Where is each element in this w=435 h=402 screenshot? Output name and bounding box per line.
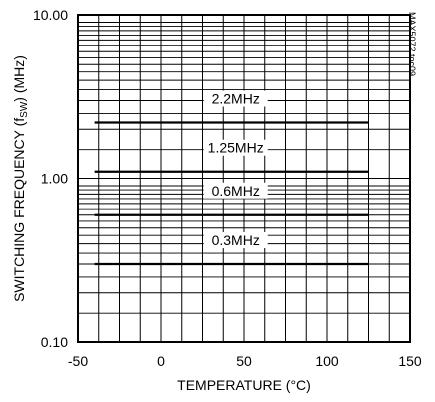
y-axis-label: SWITCHING FREQUENCY (fSW) (MHz) [11, 55, 30, 302]
y-axis-label-main: SWITCHING FREQUENCY (f [11, 118, 27, 302]
y-axis-label-unit: ) (MHz) [11, 55, 27, 102]
series-label-background [203, 90, 268, 107]
series-label-background [203, 182, 268, 199]
y-tick-label: 1.00 [41, 171, 68, 187]
x-tick-label: -50 [68, 353, 88, 369]
chart-grid [78, 15, 410, 342]
series-label: 0.6MHz [212, 183, 260, 199]
plot-frame [77, 14, 411, 343]
y-tick-label: 10.00 [33, 7, 68, 23]
x-tick-label: 150 [398, 353, 422, 369]
series-label-background [203, 139, 268, 156]
series-label: 1.25MHz [208, 140, 264, 156]
x-tick-label: 0 [157, 353, 165, 369]
x-tick-label: 100 [315, 353, 339, 369]
x-tick-label: 50 [236, 353, 252, 369]
tick-labels: -50 0 50 100 150 0.10 1.00 10.00 [33, 7, 422, 369]
y-tick-label: 0.10 [41, 334, 68, 350]
series-label-background [203, 231, 268, 248]
series-label: 2.2MHz [212, 91, 260, 107]
y-axis-label-subscript: SW [19, 101, 30, 118]
x-axis-label: TEMPERATURE (°C) [177, 377, 311, 393]
series-label: 0.3MHz [212, 232, 260, 248]
chart-watermark: MAX5072 toc09 [407, 12, 417, 76]
chart-series: 2.2MHz 1.25MHz 0.6MHz 0.3MHz [94, 90, 369, 266]
